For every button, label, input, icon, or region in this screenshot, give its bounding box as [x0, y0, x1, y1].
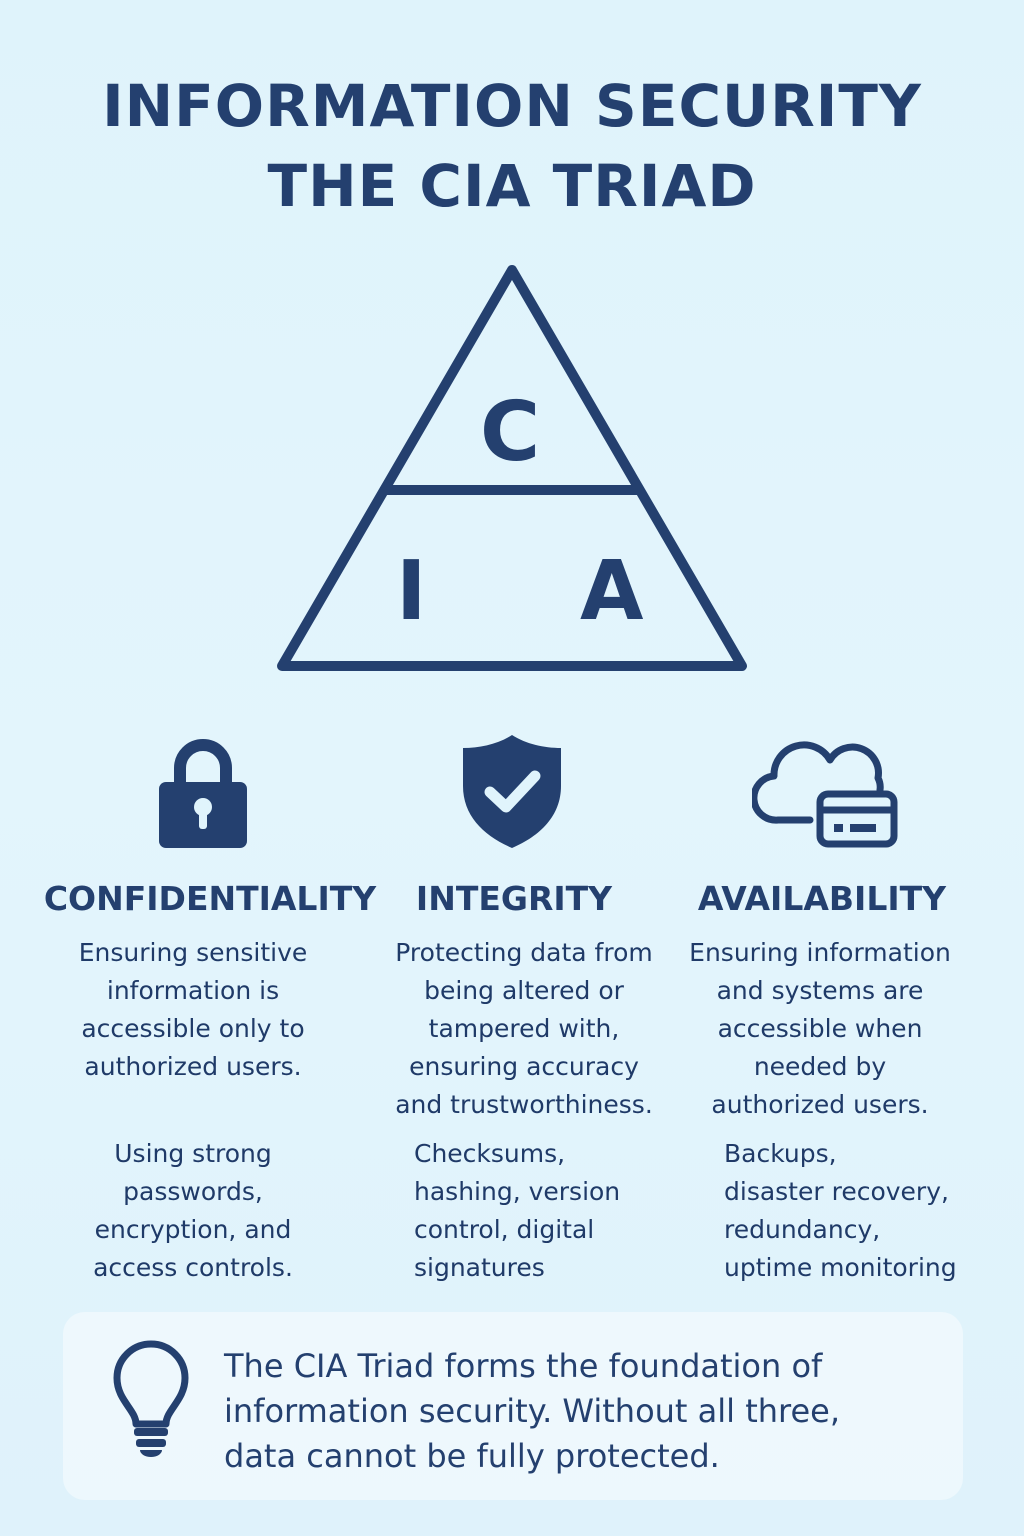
shield-check-icon [460, 732, 564, 850]
heading-confidentiality: CONFIDENTIALITY [43, 879, 377, 918]
summary-note-text: The CIA Triad forms the foundation of in… [224, 1347, 841, 1475]
heading-availability: AVAILABILITY [697, 879, 947, 918]
cloud-server-icon [752, 738, 902, 848]
triad-letter-c: C [480, 385, 541, 480]
triangle-outline [277, 265, 747, 671]
lightbulb-icon [112, 1340, 190, 1462]
triad-letter-a: A [580, 544, 644, 639]
title-line-1: INFORMATION SECURITY [102, 72, 922, 140]
title-line-2: THE CIA TRIAD [267, 152, 757, 220]
padlock-icon [156, 734, 250, 850]
summary-note-box [63, 1312, 963, 1500]
description-confidentiality: Ensuring sensitive information is access… [78, 938, 308, 1081]
description-availability: Ensuring information and systems are acc… [689, 938, 951, 1119]
heading-integrity: INTEGRITY [415, 879, 613, 918]
examples-integrity: Checksums, hashing, version control, dig… [414, 1139, 621, 1282]
triad-letter-i: I [396, 544, 427, 639]
cia-triangle: C I A [270, 262, 754, 686]
description-integrity: Protecting data from being altered or ta… [395, 938, 653, 1119]
examples-availability: Backups, disaster recovery, redundancy, … [724, 1139, 957, 1282]
examples-confidentiality: Using strong passwords, encryption, and … [93, 1139, 293, 1282]
